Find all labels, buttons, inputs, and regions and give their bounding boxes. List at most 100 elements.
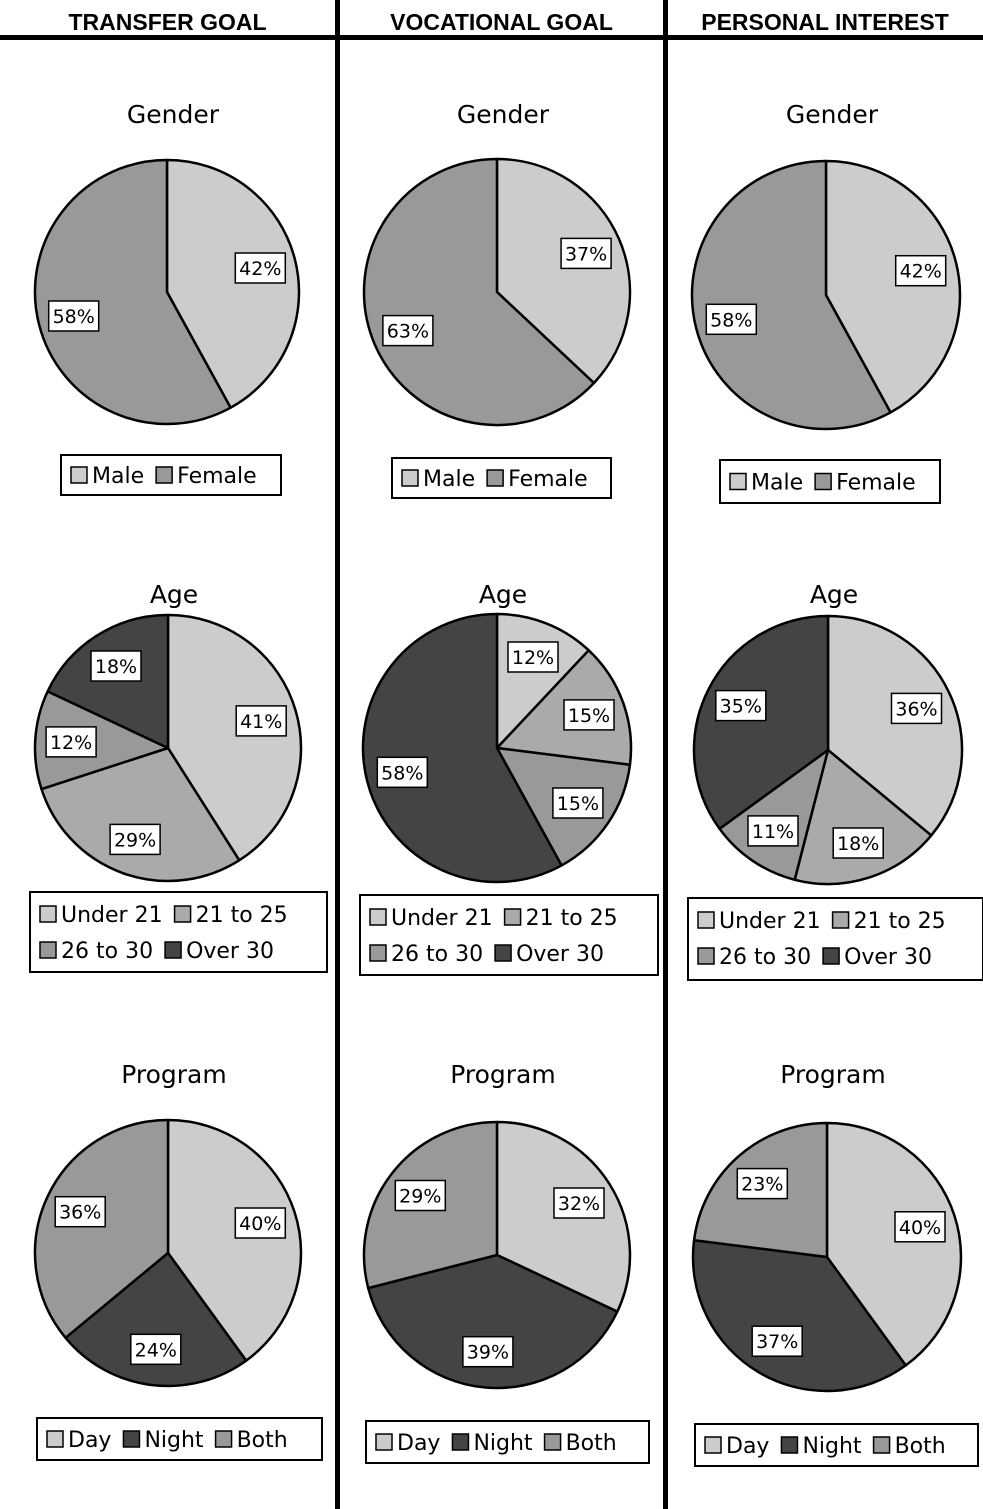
- personal-interest-age-slice-over-30: [692, 614, 830, 831]
- vocational-goal-program-legend-item-night: Night: [451, 1431, 533, 1456]
- vocational-goal-age-data-label-21-to-25: 15%: [563, 699, 615, 731]
- svg-text:36%: 36%: [59, 1202, 101, 1224]
- svg-text:23%: 23%: [741, 1174, 783, 1196]
- transfer-goal-program-pie-chart: Program 40% 24% 36% Day Night Both: [33, 1060, 323, 1461]
- svg-text:42%: 42%: [239, 258, 281, 280]
- transfer-goal-age-data-label-21-to-25: 29%: [109, 823, 161, 856]
- svg-text:Female: Female: [177, 464, 257, 489]
- personal-interest-program-title: Program: [780, 1060, 885, 1089]
- transfer-goal-program-slice-both: [33, 1118, 170, 1340]
- vocational-goal-gender-legend-item-female: Female: [486, 467, 588, 492]
- svg-text:11%: 11%: [752, 821, 794, 843]
- vocational-goal-program-slice-night: [366, 1253, 619, 1390]
- transfer-goal-program-data-label-night: 24%: [130, 1333, 182, 1366]
- vocational-goal-age-legend-item-over-30: Over 30: [494, 942, 604, 967]
- transfer-goal-gender-slice-female: [33, 158, 232, 426]
- transfer-goal-gender-slice-male: [165, 158, 301, 409]
- svg-text:Night: Night: [473, 1431, 532, 1456]
- svg-text:35%: 35%: [720, 696, 762, 718]
- svg-text:18%: 18%: [837, 833, 879, 855]
- svg-text:Under 21: Under 21: [719, 909, 821, 934]
- transfer-goal-program-legend-item-day: Day: [46, 1428, 111, 1453]
- transfer-goal-age-slice-26-to-30: [33, 690, 170, 791]
- vocational-goal-gender-pie-chart: Gender 37% 63% Male Female: [362, 100, 632, 499]
- transfer-goal-program-data-label-day: 40%: [234, 1207, 287, 1239]
- transfer-goal-program-legend: Day Night Both: [36, 1417, 323, 1461]
- svg-text:12%: 12%: [512, 647, 554, 669]
- vocational-goal-age-pie-chart: Age 12% 15% 15% 58% Under 21 21 to 25 26 to 30 O…: [359, 580, 659, 976]
- personal-interest-program-data-label-night: 37%: [751, 1325, 803, 1357]
- svg-text:Under 21: Under 21: [391, 906, 493, 931]
- vocational-goal-program-legend-item-both: Both: [543, 1431, 617, 1456]
- vocational-goal-gender-data-label-male: 37%: [560, 237, 612, 270]
- transfer-goal-gender-title: Gender: [127, 100, 220, 129]
- personal-interest-gender-legend-item-male: Male: [729, 471, 803, 496]
- vocational-goal-program-legend: Day Night Both: [365, 1420, 650, 1464]
- vocational-goal-program-data-label-both: 29%: [394, 1179, 447, 1212]
- svg-text:41%: 41%: [240, 711, 282, 733]
- transfer-goal-gender-data-label-male: 42%: [234, 252, 287, 284]
- svg-text:58%: 58%: [381, 762, 423, 784]
- vocational-goal-age-title: Age: [479, 580, 527, 609]
- vocational-goal-age-data-label-over-30: 58%: [376, 756, 429, 789]
- personal-interest-program-slice-day: [825, 1121, 963, 1367]
- personal-interest-age-data-label-over-30: 35%: [715, 689, 767, 722]
- svg-text:21 to 25: 21 to 25: [854, 909, 946, 934]
- personal-interest-program-legend-item-night: Night: [780, 1434, 862, 1459]
- svg-text:63%: 63%: [387, 321, 429, 343]
- svg-text:Both: Both: [566, 1431, 617, 1456]
- svg-text:24%: 24%: [135, 1339, 177, 1361]
- svg-text:36%: 36%: [895, 698, 937, 720]
- svg-text:26 to 30: 26 to 30: [719, 945, 811, 970]
- svg-text:Day: Day: [397, 1431, 440, 1456]
- svg-text:32%: 32%: [558, 1193, 600, 1215]
- svg-text:12%: 12%: [50, 732, 92, 754]
- transfer-goal-age-pie-chart: Age 41% 29% 12% 18% Under 21 21 to 25 26 to 30 O…: [29, 580, 328, 973]
- personal-interest-gender-legend-item-female: Female: [814, 471, 916, 496]
- svg-text:40%: 40%: [239, 1213, 281, 1235]
- svg-text:Night: Night: [802, 1434, 861, 1459]
- personal-interest-gender-pie-chart: Gender 42% 58% Male Female: [690, 100, 962, 504]
- svg-text:Both: Both: [237, 1428, 288, 1453]
- vocational-goal-gender-slice-male: [495, 157, 632, 385]
- svg-text:58%: 58%: [53, 306, 95, 328]
- personal-interest-gender-data-label-female: 58%: [705, 303, 758, 336]
- svg-text:Both: Both: [895, 1434, 946, 1459]
- vocational-goal-program-data-label-day: 32%: [553, 1187, 605, 1219]
- personal-interest-gender-data-label-male: 42%: [894, 254, 947, 287]
- svg-text:Over 30: Over 30: [516, 942, 604, 967]
- transfer-goal-program-legend-item-both: Both: [214, 1428, 288, 1453]
- svg-text:Male: Male: [751, 471, 803, 496]
- svg-text:42%: 42%: [900, 261, 942, 283]
- personal-interest-program-legend: Day Night Both: [694, 1423, 979, 1467]
- transfer-goal-gender-legend: Male Female: [60, 454, 282, 496]
- svg-text:Day: Day: [68, 1428, 111, 1453]
- column-header-personal-interest: PERSONAL INTEREST: [701, 9, 949, 35]
- personal-interest-age-legend-item-over-30: Over 30: [822, 945, 932, 970]
- transfer-goal-age-legend-item-over-30: Over 30: [164, 939, 274, 964]
- transfer-goal-program-slice-night: [64, 1251, 248, 1388]
- transfer-goal-program-legend-item-night: Night: [122, 1428, 204, 1453]
- vocational-goal-program-title: Program: [450, 1060, 555, 1089]
- personal-interest-program-data-label-day: 40%: [894, 1211, 946, 1243]
- vocational-goal-age-legend: Under 21 21 to 25 26 to 30 Over 30: [359, 894, 659, 976]
- vocational-goal-gender-legend: Male Female: [391, 457, 612, 499]
- personal-interest-age-title: Age: [810, 580, 858, 609]
- svg-text:21 to 25: 21 to 25: [526, 906, 618, 931]
- svg-text:Female: Female: [836, 471, 916, 496]
- svg-text:29%: 29%: [114, 829, 156, 851]
- transfer-goal-age-slice-21-to-25: [40, 746, 241, 883]
- vocational-goal-age-legend-item-26-to-30: 26 to 30: [369, 942, 483, 967]
- personal-interest-program-pie-chart: Program 40% 37% 23% Day Night Both: [691, 1060, 979, 1467]
- vocational-goal-age-data-label-26-to-30: 15%: [552, 787, 604, 819]
- personal-interest-age-legend: Under 21 21 to 25 26 to 30 Over 30: [687, 897, 983, 981]
- svg-text:29%: 29%: [399, 1186, 441, 1208]
- svg-text:15%: 15%: [568, 705, 610, 727]
- transfer-goal-program-data-label-both: 36%: [54, 1195, 106, 1228]
- transfer-goal-gender-legend-item-female: Female: [155, 464, 257, 489]
- personal-interest-age-legend-item-under-21: Under 21: [697, 909, 821, 934]
- personal-interest-age-data-label-21-to-25: 18%: [832, 827, 884, 859]
- vocational-goal-age-legend-item-under-21: Under 21: [369, 906, 493, 931]
- transfer-goal-age-legend-item-21-to-25: 21 to 25: [173, 903, 288, 928]
- transfer-goal-age-legend-item-under-21: Under 21: [39, 903, 163, 928]
